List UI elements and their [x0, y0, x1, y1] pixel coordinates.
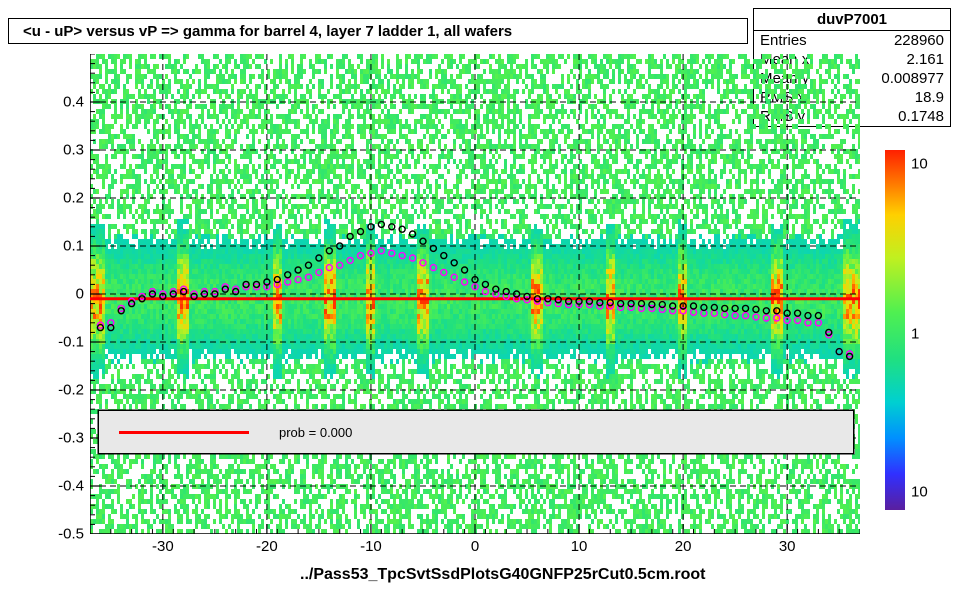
stats-row: Entries228960: [754, 31, 950, 50]
y-tick-label: -0.3: [46, 430, 84, 447]
footer-path: ../Pass53_TpcSvtSsdPlotsG40GNFP25rCut0.5…: [300, 566, 705, 584]
root-frame: <u - uP> versus vP => gamma for barrel 4…: [0, 0, 963, 590]
colorbar: 10110: [885, 150, 905, 510]
colorbar-tick: 1: [911, 325, 919, 342]
y-tick-label: 0: [46, 286, 84, 303]
y-tick-label: 0.4: [46, 94, 84, 111]
x-tick-label: -30: [152, 538, 174, 555]
plot-title: <u - uP> versus vP => gamma for barrel 4…: [8, 18, 748, 44]
fit-legend: prob = 0.000: [98, 410, 854, 454]
y-tick-label: -0.1: [46, 334, 84, 351]
legend-line-sample: [119, 431, 249, 434]
colorbar-tick: 10: [911, 484, 928, 501]
x-tick-label: 30: [779, 538, 796, 555]
plot-area: [90, 54, 860, 534]
legend-label: prob = 0.000: [279, 425, 352, 440]
y-tick-label: -0.5: [46, 526, 84, 543]
y-tick-label: 0.1: [46, 238, 84, 255]
y-tick-label: -0.4: [46, 478, 84, 495]
x-tick-label: 10: [571, 538, 588, 555]
x-tick-label: 20: [675, 538, 692, 555]
y-tick-label: -0.2: [46, 382, 84, 399]
plot-canvas: [90, 54, 860, 534]
x-tick-label: 0: [471, 538, 479, 555]
x-tick-label: -10: [360, 538, 382, 555]
stats-name: duvP7001: [754, 9, 950, 31]
y-tick-label: 0.2: [46, 190, 84, 207]
x-tick-label: -20: [256, 538, 278, 555]
colorbar-tick: 10: [911, 156, 928, 173]
y-tick-label: 0.3: [46, 142, 84, 159]
